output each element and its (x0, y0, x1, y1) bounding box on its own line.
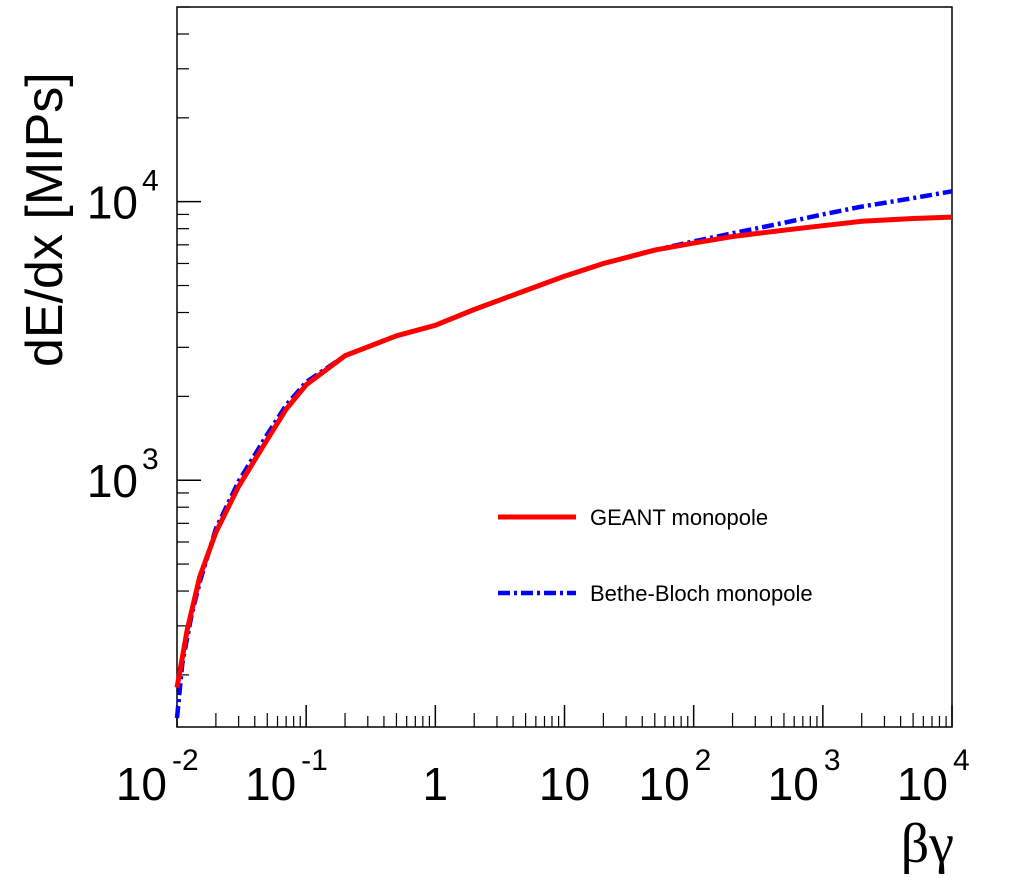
plot-frame (176, 6, 953, 728)
y-tick-base: 10 (87, 455, 138, 507)
legend-label-bethe-bloch: Bethe-Bloch monopole (590, 581, 813, 606)
y-tick-label: 10 3 (87, 443, 159, 507)
x-tick-label: 10 -2 (116, 744, 199, 810)
x-tick-base: 10 (638, 758, 689, 810)
legend-label-geant: GEANT monopole (590, 505, 768, 530)
x-tick-label: 10 (539, 758, 590, 810)
y-axis-title: dE/dx [MIPs] (16, 72, 74, 367)
series-line-bethe-bloch-monopole (174, 189, 953, 719)
y-tick-base: 10 (87, 177, 138, 229)
x-tick-exponent: 2 (695, 744, 712, 777)
x-tick-exponent: 3 (824, 744, 841, 777)
x-tick-base: 10 (245, 758, 296, 810)
y-tick-exponent: 4 (142, 165, 159, 198)
x-tick-label: 10 2 (638, 744, 711, 810)
x-axis-title: βγ (901, 813, 954, 875)
x-tick-label: 10 3 (768, 744, 841, 810)
y-tick-label: 10 4 (87, 165, 159, 229)
series-layer (174, 189, 953, 719)
x-tick-exponent: 4 (953, 744, 970, 777)
x-tick-labels: 10 -2 10 -1 1 10 10 2 10 3 10 4 (116, 744, 970, 810)
series-line-geant-monopole (174, 214, 953, 689)
x-tick-label: 10 -1 (245, 744, 328, 810)
x-tick-base: 10 (897, 758, 948, 810)
y-major-ticks (177, 200, 201, 481)
x-tick-base: 10 (116, 758, 167, 810)
x-minor-ticks (215, 713, 947, 727)
x-tick-base: 10 (539, 758, 590, 810)
y-tick-exponent: 3 (142, 443, 159, 476)
x-tick-base: 10 (768, 758, 819, 810)
y-minor-ticks (177, 6, 189, 676)
x-tick-exponent: -1 (301, 744, 328, 777)
x-tick-label: 1 (423, 758, 449, 810)
x-tick-label: 10 4 (897, 744, 970, 810)
legend: GEANT monopole Bethe-Bloch monopole (498, 505, 813, 606)
x-tick-exponent: -2 (172, 744, 199, 777)
x-tick-base: 1 (423, 758, 449, 810)
